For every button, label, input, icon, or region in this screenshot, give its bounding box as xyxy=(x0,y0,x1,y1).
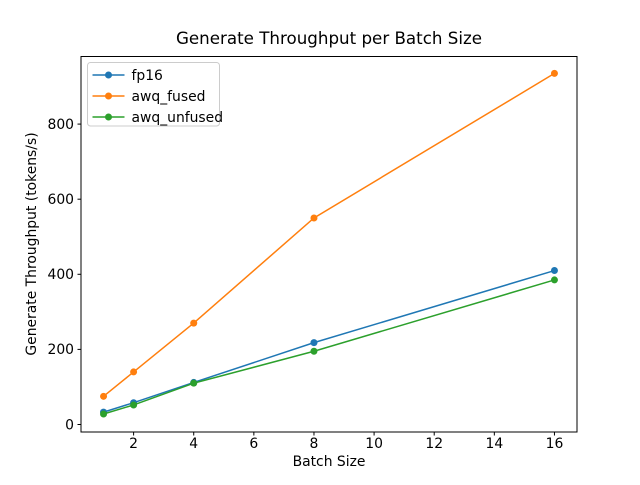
series-line-awq_unfused xyxy=(103,279,555,415)
legend-marker-awq_fused xyxy=(105,92,112,100)
x-tick-label: 8 xyxy=(310,436,319,452)
x-tick-label: 4 xyxy=(189,436,198,452)
plot-area: 2 4 6 8 10 12 14 16 0 200 400 600 800 xyxy=(47,56,578,452)
data-point-awq_fused-batch-2 xyxy=(130,368,138,376)
data-point-awq_unfused-batch-8 xyxy=(310,347,318,355)
data-point-awq_unfused-batch-16 xyxy=(550,276,558,284)
y-tick-label: 800 xyxy=(47,117,74,133)
y-tick-label: 400 xyxy=(47,267,74,283)
x-tick-label: 14 xyxy=(485,436,503,452)
legend-label-fp16: fp16 xyxy=(132,68,163,84)
legend-marker-fp16 xyxy=(105,71,112,79)
x-tick-label: 2 xyxy=(129,436,138,452)
data-point-awq_fused-batch-4 xyxy=(190,319,198,327)
x-tick-label: 10 xyxy=(365,436,383,452)
legend-label-awq_fused: awq_fused xyxy=(132,89,206,105)
data-point-awq_unfused-batch-2 xyxy=(130,401,138,409)
data-point-awq_unfused-batch-4 xyxy=(190,379,198,387)
x-tick-label: 12 xyxy=(425,436,443,452)
legend-frame xyxy=(87,62,220,127)
data-point-awq_unfused-batch-1 xyxy=(100,410,108,418)
y-tick-label: 200 xyxy=(47,342,74,358)
y-tick-label: 600 xyxy=(47,192,74,208)
data-point-fp16-batch-16 xyxy=(550,267,558,275)
data-point-awq_fused-batch-1 xyxy=(100,392,108,400)
legend: fp16 awq_fused awq_unfused xyxy=(87,62,224,127)
y-axis-label: Generate Throughput (tokens/s) xyxy=(24,132,40,355)
data-point-awq_fused-batch-8 xyxy=(310,214,318,222)
data-point-awq_fused-batch-16 xyxy=(550,69,558,77)
chart-title: Generate Throughput per Batch Size xyxy=(176,28,482,48)
legend-label-awq_unfused: awq_unfused xyxy=(132,110,224,126)
x-tick-label: 16 xyxy=(546,436,564,452)
y-tick-label: 0 xyxy=(65,417,74,433)
axes-spines xyxy=(80,56,578,433)
x-tick-label: 6 xyxy=(249,436,258,452)
data-point-fp16-batch-8 xyxy=(310,339,318,347)
legend-marker-awq_unfused xyxy=(105,113,112,121)
x-axis-label: Batch Size xyxy=(293,454,366,470)
